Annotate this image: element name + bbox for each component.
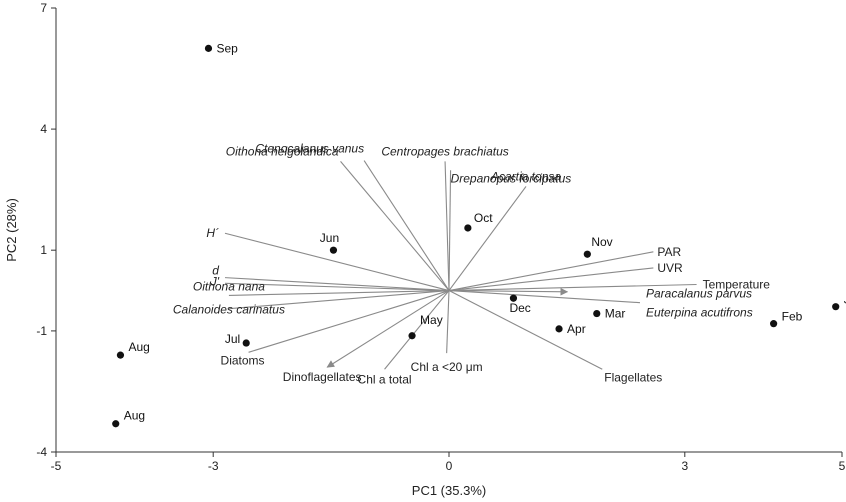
y-tick-label: -4 [36,445,47,459]
x-tick-label: 5 [839,459,846,473]
vector-label: Centropages brachiatus [381,144,508,158]
x-axis-title: PC1 (35.3%) [412,483,486,498]
vector-label: Oithona nana [193,279,265,293]
x-tick-label: 3 [681,459,688,473]
vector-line [224,232,450,292]
vector-label: H´ [206,226,219,240]
vector-line [363,160,450,291]
x-tick-label: 0 [446,459,453,473]
y-tick-label: -1 [36,324,47,338]
point-label: Jan [844,293,846,307]
score-point [464,224,472,232]
score-point [112,420,120,428]
vector-label: Flagellates [604,370,662,384]
vector-line [340,161,450,291]
score-point [204,44,213,52]
point-label: Feb [782,310,803,324]
vector-line [446,290,450,354]
vector-label: Temperature [703,277,771,291]
y-axis-title: PC2 (28%) [4,198,19,262]
vector-line [448,287,569,296]
score-point [583,250,591,258]
score-point [116,351,125,359]
x-tick-label: -3 [208,459,219,473]
y-tick-label: 4 [40,122,47,136]
vector-line [448,170,452,291]
point-label: Nov [591,235,612,249]
score-point [555,325,563,333]
vector-label: Chl a total [358,372,412,386]
vector-label: Calanoides carinatus [173,303,285,317]
score-point [593,309,601,318]
score-point [832,303,840,311]
vector-label: UVR [657,261,683,275]
point-label: Oct [474,211,493,225]
x-ticks: -5 -3 0 3 5 [51,452,846,473]
vector-line [228,289,450,296]
vector-line [448,251,654,292]
vector-line [224,282,450,292]
vector-label: Diatoms [221,353,265,367]
vector-label: d [212,264,219,278]
vector-line [248,290,450,353]
point-label: Aug [128,340,149,354]
vector-line [224,277,450,292]
vector-label: Paracalanus parvus [646,287,752,301]
vector-label: Chl a <20 μm [411,360,483,374]
vector-label: Acartia tonsa [490,169,561,183]
vector-label: Drepanopus forcipatus [451,171,572,185]
point-label: Jul [225,332,240,346]
vector-label: J' [210,274,220,288]
vector-line [444,161,450,291]
x-tick-label: -5 [51,459,62,473]
score-point [770,320,778,328]
vector-line [448,290,603,370]
vector-line [384,290,450,370]
point-label: Mar [605,307,626,321]
point-label: Sep [216,41,238,55]
vector-label: Dinoflagellates [283,370,362,384]
y-tick-label: 7 [40,1,47,15]
vector-line [448,289,641,304]
loading-vectors: Centropages brachiatus Drepanopus forcipa… [173,142,770,387]
vector-label: Oithona helgolandica [226,144,339,158]
vector-label: Euterpina acutifrons [646,306,753,320]
vector-line [448,283,697,292]
point-label: Aug [124,409,145,423]
vector-line [448,267,654,292]
score-point [329,246,338,254]
score-point [509,294,518,302]
point-label: Dec [509,301,530,315]
point-label: Jun [320,231,339,245]
vector-line [228,289,450,310]
score-point [408,332,416,340]
point-label: May [420,313,443,327]
vector-label: Ctenocalanus vanus [255,142,364,156]
vector-line [326,290,450,368]
point-label: Apr [567,322,586,336]
vector-line [448,186,527,291]
score-points: Sep Jun Oct Nov Jan Feb Mar Apr Dec May Jul Aug Aug [112,41,846,428]
score-point [242,339,250,347]
y-ticks: -4 -1 1 4 7 [36,1,56,459]
plot-area: -5 -3 0 3 5 -4 -1 1 4 7 Centropages brachiatus Dr… [36,1,846,473]
y-tick-label: 1 [40,243,47,257]
vector-label: PAR [657,245,681,259]
